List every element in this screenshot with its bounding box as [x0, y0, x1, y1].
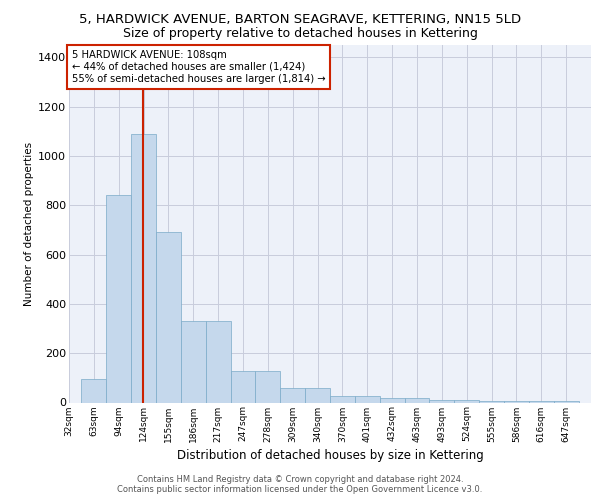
Bar	[106, 196, 131, 402]
Bar	[256, 371, 280, 402]
Bar	[156, 232, 181, 402]
Bar	[355, 396, 380, 402]
Text: 5 HARDWICK AVENUE: 108sqm
← 44% of detached houses are smaller (1,424)
55% of se: 5 HARDWICK AVENUE: 108sqm ← 44% of detac…	[71, 50, 325, 84]
Text: Size of property relative to detached houses in Kettering: Size of property relative to detached ho…	[122, 28, 478, 40]
Bar	[280, 388, 305, 402]
Bar	[230, 371, 256, 402]
Bar	[131, 134, 156, 402]
Text: Contains HM Land Registry data © Crown copyright and database right 2024.
Contai: Contains HM Land Registry data © Crown c…	[118, 474, 482, 494]
Bar	[404, 398, 430, 402]
Bar	[181, 321, 206, 402]
X-axis label: Distribution of detached houses by size in Kettering: Distribution of detached houses by size …	[176, 448, 484, 462]
Bar	[454, 400, 479, 402]
Bar	[82, 378, 106, 402]
Bar	[305, 388, 330, 402]
Bar	[206, 321, 230, 402]
Text: 5, HARDWICK AVENUE, BARTON SEAGRAVE, KETTERING, NN15 5LD: 5, HARDWICK AVENUE, BARTON SEAGRAVE, KET…	[79, 12, 521, 26]
Bar	[380, 398, 404, 402]
Y-axis label: Number of detached properties: Number of detached properties	[24, 142, 34, 306]
Bar	[430, 400, 454, 402]
Bar	[330, 396, 355, 402]
